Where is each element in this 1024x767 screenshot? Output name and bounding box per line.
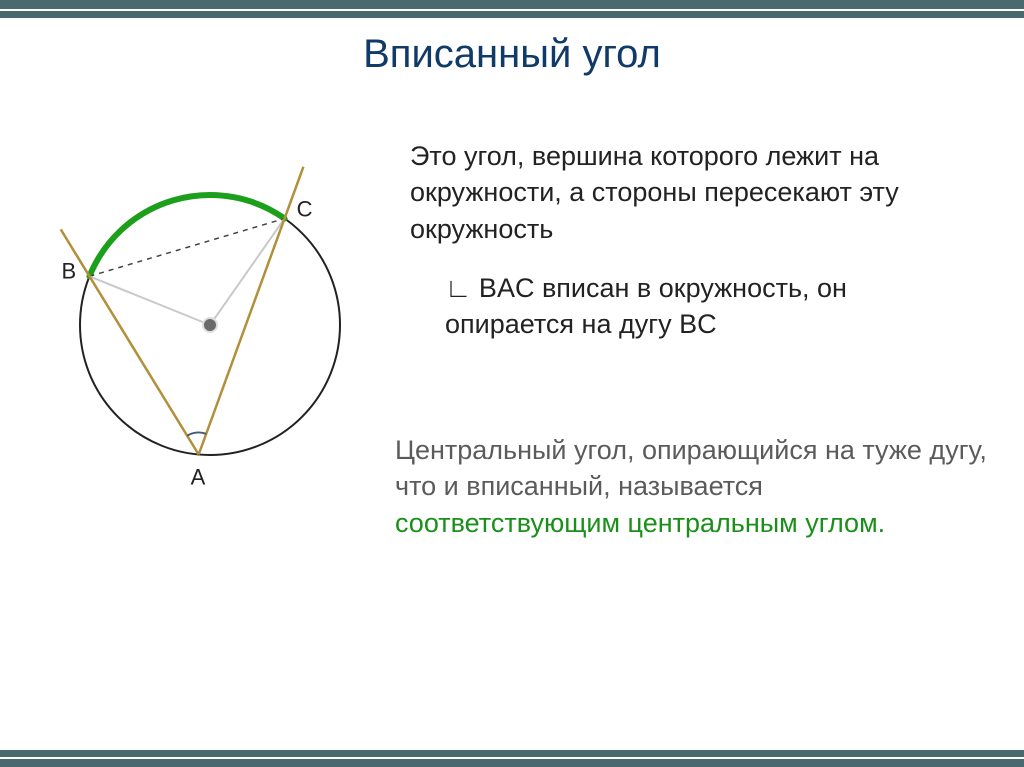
- definition-paragraph: Это угол, вершина которого лежит на окру…: [410, 138, 990, 247]
- example-paragraph: ∟ BAC вписан в окружность, он опирается …: [445, 270, 945, 343]
- bottom-bar-secondary: [0, 750, 1024, 757]
- para3-black-part: Центральный угол, опирающийся на туже ду…: [395, 435, 987, 501]
- top-bar-secondary: [0, 11, 1024, 18]
- page-title: Вписанный угол: [0, 32, 1024, 77]
- point-label-B: B: [61, 258, 76, 283]
- top-bar-primary: [0, 0, 1024, 9]
- bottom-decoration-bars: [0, 737, 1024, 767]
- point-label-C: C: [297, 197, 313, 222]
- central-angle-paragraph: Центральный угол, опирающийся на туже ду…: [395, 432, 995, 541]
- diagram-svg: A B C: [40, 130, 360, 510]
- para3-green-part: соответствующим центральным углом.: [395, 508, 885, 538]
- top-decoration-bars: [0, 0, 1024, 18]
- circle-diagram: A B C: [40, 130, 360, 510]
- bottom-bar-primary: [0, 759, 1024, 767]
- point-label-A: A: [191, 465, 206, 490]
